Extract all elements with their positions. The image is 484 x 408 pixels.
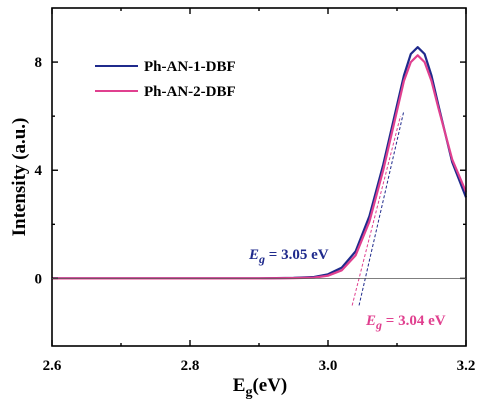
x-axis-title-base: E xyxy=(233,375,246,396)
legend-label-ph-an-1-dbf: Ph-AN-1-DBF xyxy=(144,59,236,75)
x-tick-label-1: 2.8 xyxy=(181,358,200,374)
annotation-1-subscript: g xyxy=(258,252,265,266)
x-axis-title-sub: g xyxy=(245,385,252,400)
series-line-2 xyxy=(52,54,468,280)
x-axis-title: Eg(eV) xyxy=(233,375,288,400)
x-tick-label-3: 3.2 xyxy=(457,358,476,374)
x-tick-label-2: 3.0 xyxy=(319,358,338,374)
tick-layer: 2.6 2.8 3.0 3.2 0 4 8 xyxy=(35,8,476,374)
y-tick-label-1: 4 xyxy=(35,163,43,179)
annotation-2-subscript: g xyxy=(375,318,382,332)
y-axis-title: Intensity (a.u.) xyxy=(9,118,30,237)
series-layer xyxy=(52,46,468,280)
bandgap-annotation-2: Eg = 3.04 eV xyxy=(365,313,446,332)
y-tick-label-2: 8 xyxy=(35,55,43,71)
tangent-layer xyxy=(351,110,405,306)
annotation-1-value: = 3.05 eV xyxy=(265,247,329,263)
annotation-2-symbol: E xyxy=(365,313,376,329)
annotation-2-value: = 3.04 eV xyxy=(382,313,446,329)
bandgap-annotation-1: Eg = 3.05 eV xyxy=(248,247,329,266)
legend-label-ph-an-2-dbf: Ph-AN-2-DBF xyxy=(144,84,236,100)
tangent-line-2 xyxy=(351,116,401,306)
x-tick-label-0: 2.6 xyxy=(43,358,62,374)
y-tick-label-0: 0 xyxy=(35,271,43,287)
x-axis-title-rest: (eV) xyxy=(252,375,287,396)
tangent-line-1 xyxy=(358,110,405,306)
legend: Ph-AN-1-DBF Ph-AN-2-DBF xyxy=(95,59,236,100)
plot-frame xyxy=(51,7,467,347)
annotation-1-symbol: E xyxy=(248,247,259,263)
